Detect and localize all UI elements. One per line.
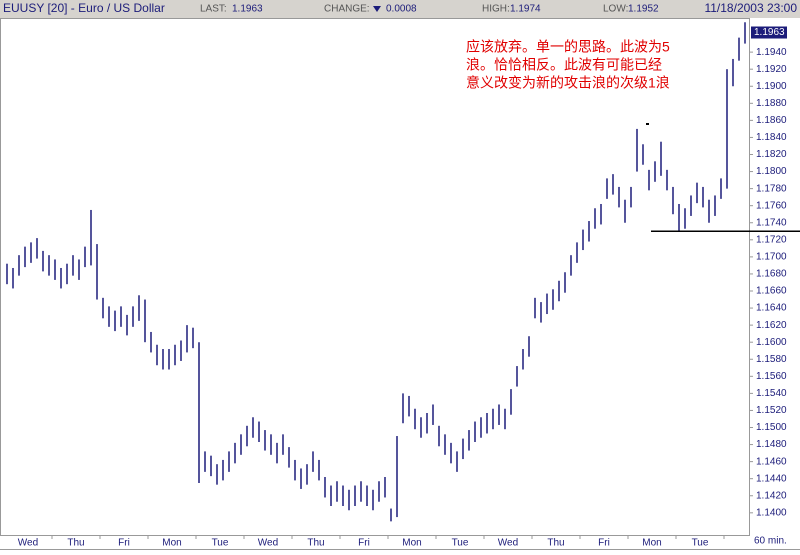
y-tick-label: 1.1640 — [756, 303, 787, 314]
high-label: HIGH: — [482, 4, 510, 15]
header-bar — [0, 0, 800, 18]
y-tick-label: 1.1420 — [756, 490, 787, 501]
change-value: 0.0008 — [386, 4, 417, 15]
y-tick-label: 1.1820 — [756, 149, 787, 160]
high-value: 1.1974 — [510, 4, 541, 15]
x-tick-label: Fri — [358, 538, 370, 549]
x-tick-label: Thu — [547, 538, 564, 549]
last-marker — [751, 26, 787, 39]
chart-title: EUUSY [20] - Euro / US Dollar — [3, 1, 165, 15]
y-tick-label: 1.1800 — [756, 166, 787, 177]
y-tick-label: 1.1440 — [756, 473, 787, 484]
x-tick-label: Tue — [212, 538, 229, 549]
x-tick-label: Thu — [67, 538, 84, 549]
y-tick-label: 1.1920 — [756, 64, 787, 75]
y-tick-label: 1.1560 — [756, 371, 787, 382]
y-tick-label: 1.1700 — [756, 252, 787, 263]
x-tick-label: Mon — [162, 538, 181, 549]
plot-frame — [0, 18, 750, 536]
y-tick-label: 1.1480 — [756, 439, 787, 450]
x-tick-label: Thu — [307, 538, 324, 549]
annotation: 意义改变为新的攻击浪的次级1浪 — [466, 75, 670, 91]
x-tick-label: Mon — [642, 538, 661, 549]
annotation: 应该放弃。单一的思路。此波为5 — [466, 39, 670, 55]
x-tick-label: Wed — [258, 538, 278, 549]
last-marker-label: 1.1963 — [754, 27, 785, 38]
annotation: 浪。恰恰相反。此波有可能已经 — [466, 57, 662, 73]
low-label: LOW: — [603, 4, 628, 15]
y-tick-label: 1.1600 — [756, 337, 787, 348]
y-tick-label: 1.1460 — [756, 456, 787, 467]
y-tick-label: 1.1740 — [756, 217, 787, 228]
x-tick-label: Mon — [402, 538, 421, 549]
down-arrow — [373, 6, 381, 12]
y-tick-label: 1.1520 — [756, 405, 787, 416]
x-tick-label: Tue — [452, 538, 469, 549]
y-tick-label: 1.1540 — [756, 388, 787, 399]
low-value: 1.1952 — [628, 4, 659, 15]
timestamp: 11/18/2003 23:00 — [704, 1, 797, 15]
y-tick-label: 1.1860 — [756, 115, 787, 126]
y-tick-label: 1.1400 — [756, 507, 787, 518]
x-tick-label: Wed — [498, 538, 518, 549]
y-tick-label: 1.1840 — [756, 132, 787, 143]
x-tick-label: Fri — [598, 538, 610, 549]
y-tick-label: 1.1580 — [756, 354, 787, 365]
y-tick-label: 1.1620 — [756, 320, 787, 331]
change-label: CHANGE: — [324, 4, 370, 15]
y-tick-label: 1.1880 — [756, 98, 787, 109]
y-tick-label: 1.1760 — [756, 200, 787, 211]
y-tick-label: 1.1680 — [756, 269, 787, 280]
last-value: 1.1963 — [232, 4, 263, 15]
y-tick-label: 1.1500 — [756, 422, 787, 433]
y-tick-label: 1.1720 — [756, 234, 787, 245]
y-tick-label: 1.1780 — [756, 183, 787, 194]
y-tick-label: 1.1660 — [756, 286, 787, 297]
interval-label: 60 min. — [754, 536, 787, 547]
x-tick-label: Wed — [18, 538, 38, 549]
y-tick-label: 1.1900 — [756, 81, 787, 92]
x-tick-label: Tue — [692, 538, 709, 549]
y-tick-label: 1.1940 — [756, 47, 787, 58]
last-label: LAST: — [200, 4, 227, 15]
x-tick-label: Fri — [118, 538, 130, 549]
